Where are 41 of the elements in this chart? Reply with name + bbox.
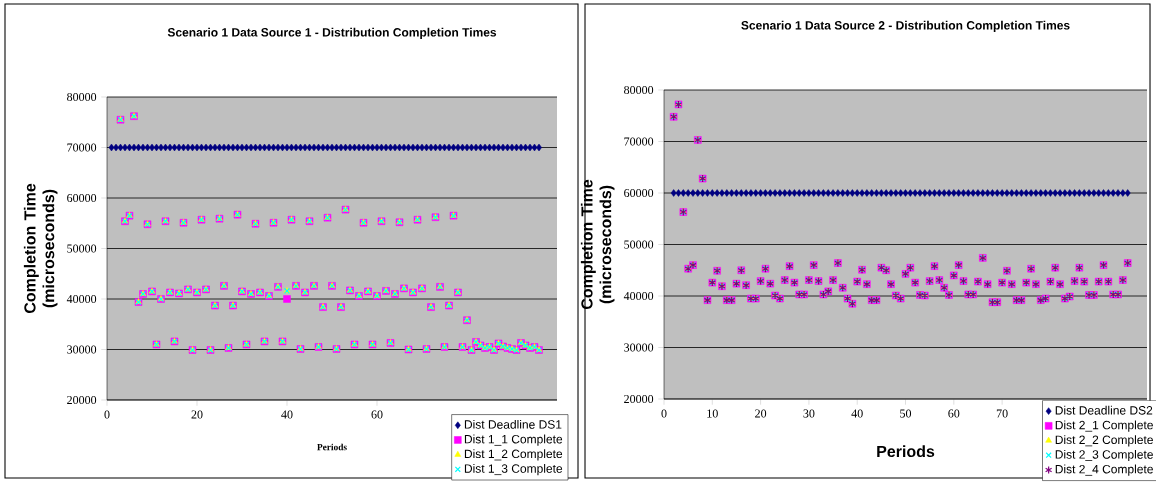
y-tick-label: 50000 [67,244,97,253]
y-tick-label: 30000 [67,345,97,354]
x-tick-label: 60 [371,410,383,419]
y-tick-label: 20000 [67,395,97,405]
x-tick-label: 50 [900,409,912,418]
x-axis-title: Periods [877,445,935,458]
chart-title: Scenario 1 Data Source 1 - Distribution Completion Times [167,27,497,39]
x-tick-label: 40 [851,409,863,418]
x-axis-title: Periods [317,443,347,451]
x-tick-label: 0 [104,410,110,419]
y-tick-label: 60000 [67,193,97,203]
x-tick-label: 0 [661,409,667,418]
x-tick-label: 20 [191,410,203,419]
y-tick-label: 30000 [624,343,654,352]
x-tick-label: 40 [281,410,293,419]
y-tick-label: 60000 [624,188,654,198]
x-tick-label: 20 [755,409,767,418]
x-tick-label: 10 [707,409,718,418]
y-axis-title: Completion Time (microseconds) [580,179,615,310]
legend-label: Dist Deadline DS1 [464,419,562,429]
chart-title: Scenario 1 Data Source 2 - Distribution Completion Times [741,20,1070,32]
legend-label: Dist 2_2 Complete [1055,435,1153,447]
legend-label: Dist 2_4 Complete [1055,464,1153,476]
x-tick-label: 60 [948,409,960,418]
legend-label: Dist 1_1 Complete [464,434,563,446]
y-tick-label: 40000 [66,294,97,304]
y-tick-label: 70000 [624,137,654,146]
legend-label: Dist 2_1 Complete [1055,420,1153,432]
legend-label: Dist 1_3 Complete [464,463,563,476]
legend-label: Dist 1_2 Complete [464,449,563,461]
x-tick-label: 70 [996,409,1008,418]
legend-label: Dist Deadline DS2 [1055,405,1153,415]
y-tick-label: 80000 [624,85,654,95]
x-tick-label: 30 [803,409,815,418]
y-axis-title: Completion Time (microseconds) [23,183,58,314]
legend-label: Dist 2_3 Complete [1055,449,1153,462]
y-tick-label: 50000 [624,240,654,249]
y-tick-label: 20000 [624,394,654,404]
y-tick-label: 40000 [623,291,654,301]
y-tick-label: 80000 [67,92,97,102]
y-tick-label: 70000 [67,143,97,152]
